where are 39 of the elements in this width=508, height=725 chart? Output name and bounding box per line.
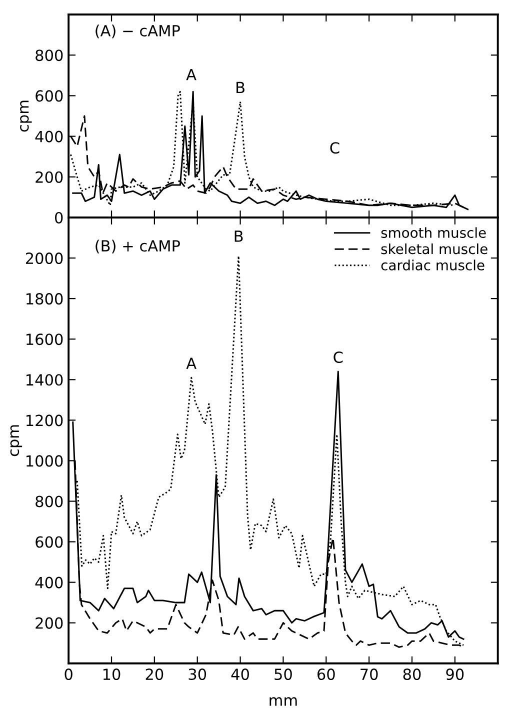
y-tick-label: 800 xyxy=(36,496,63,508)
y-axis-title: cpm xyxy=(20,100,32,132)
y-tick-label: 600 xyxy=(36,536,63,548)
annotation: B xyxy=(234,230,243,242)
y-tick-label: 1000 xyxy=(26,455,63,467)
x-tick-label: 30 xyxy=(188,668,206,680)
x-tick-label: 10 xyxy=(103,668,120,680)
x-tick-label: 50 xyxy=(274,668,292,680)
x-tick-label: 80 xyxy=(403,668,421,680)
annotation: C xyxy=(330,142,340,154)
y-tick-label: 1800 xyxy=(26,293,63,305)
x-tick-label: 90 xyxy=(446,668,464,680)
x-axis-title: mm xyxy=(270,697,297,706)
y-tick-label: 200 xyxy=(36,171,63,183)
y-tick-label: 0 xyxy=(55,212,63,224)
y-tick-label: 600 xyxy=(36,90,63,102)
y-tick-label: 400 xyxy=(35,130,63,142)
legend-label: skeletal muscle xyxy=(381,243,488,254)
annotation: C xyxy=(334,351,343,364)
y-tick-label: 800 xyxy=(36,50,63,62)
legend-label: cardiac muscle xyxy=(381,260,484,270)
text: (B) + cAMP xyxy=(96,240,180,254)
x-tick-label: 20 xyxy=(146,668,164,680)
x-tick-label: 40 xyxy=(231,668,249,680)
y-tick-label: 400 xyxy=(35,576,63,588)
x-tick-label: 60 xyxy=(317,668,335,680)
y-tick-label: 2000 xyxy=(26,252,63,264)
x-tick-label: 70 xyxy=(360,668,378,680)
y-tick-label: 200 xyxy=(36,617,63,629)
text: (A) − cAMP xyxy=(96,24,180,38)
annotation: A xyxy=(186,358,196,369)
y-axis-title: cpm xyxy=(10,425,22,456)
annotation: B xyxy=(236,82,244,94)
y-tick-label: 1400 xyxy=(26,374,63,386)
y-tick-label: 1600 xyxy=(26,334,63,346)
annotation: A xyxy=(186,68,196,80)
legend-label: smooth muscle xyxy=(381,227,486,238)
x-tick-label: 0 xyxy=(64,668,72,680)
y-tick-label: 1200 xyxy=(26,414,63,426)
